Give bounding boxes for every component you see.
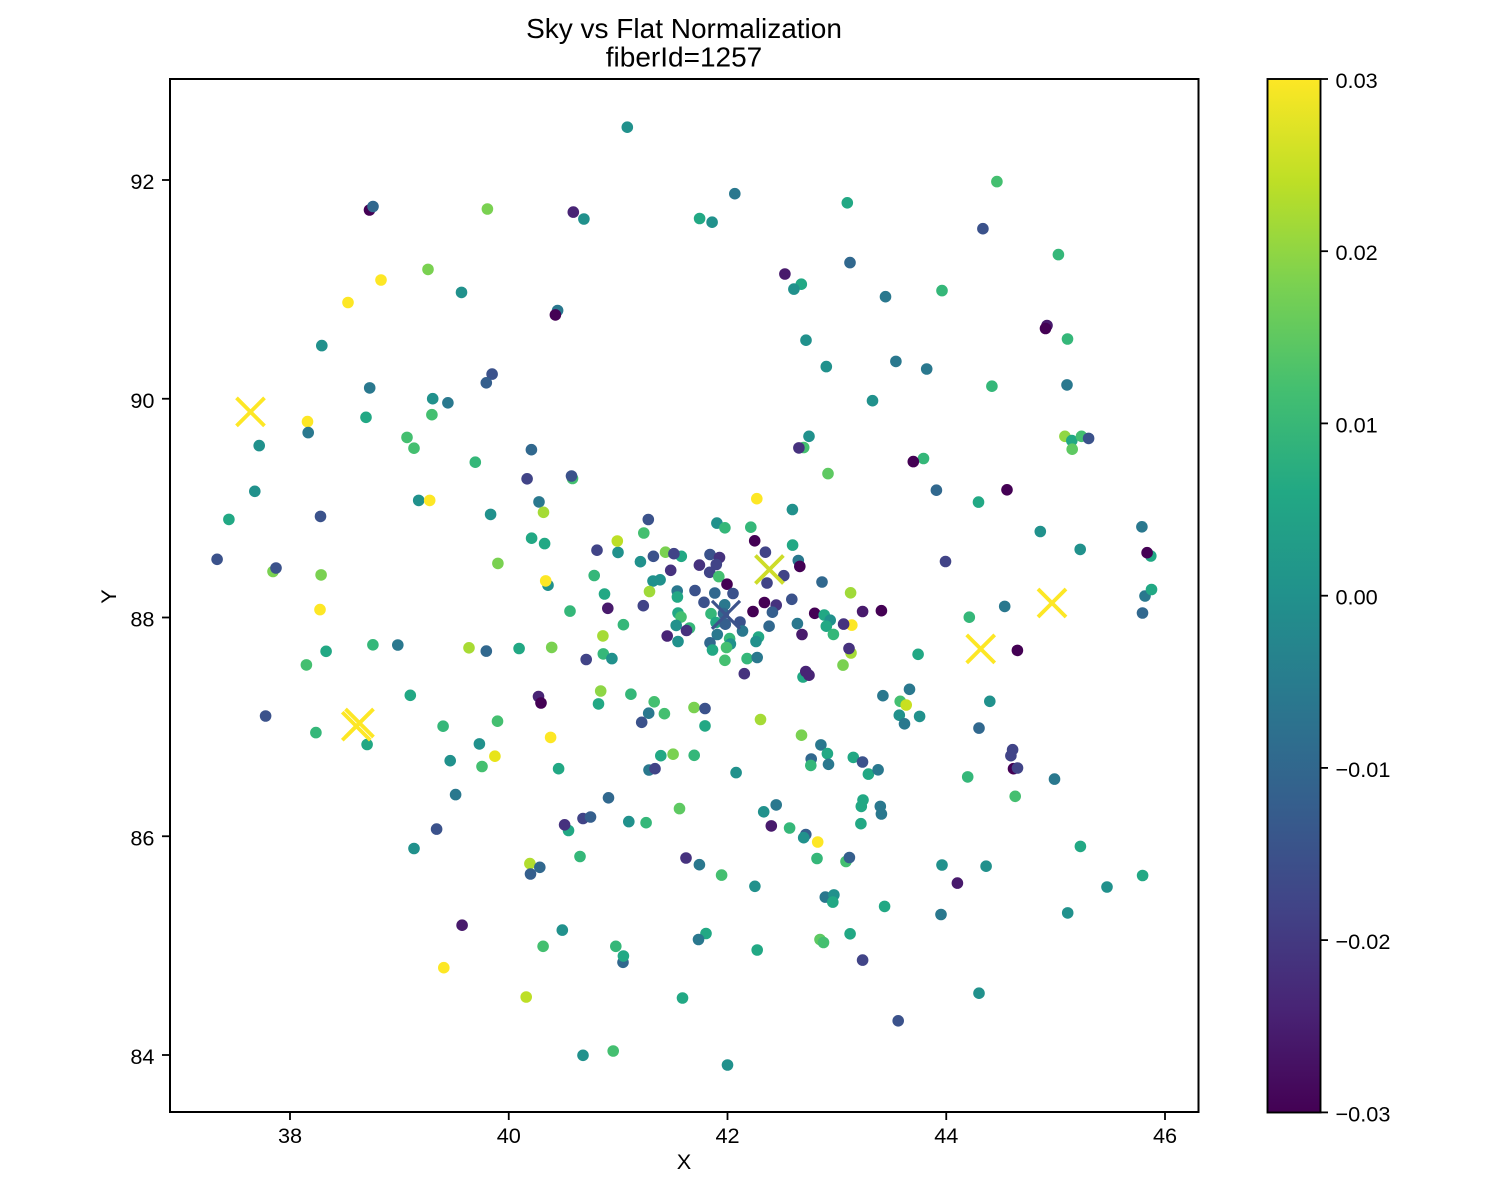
- svg-text:42: 42: [715, 1123, 739, 1148]
- svg-text:90: 90: [130, 388, 154, 413]
- svg-text:0.00: 0.00: [1336, 585, 1378, 610]
- svg-text:−0.01: −0.01: [1336, 757, 1391, 782]
- svg-text:44: 44: [934, 1123, 958, 1148]
- svg-text:40: 40: [497, 1123, 521, 1148]
- svg-text:86: 86: [130, 825, 154, 850]
- svg-text:0.03: 0.03: [1336, 68, 1378, 93]
- svg-text:38: 38: [278, 1123, 302, 1148]
- svg-text:88: 88: [130, 607, 154, 632]
- svg-text:0.02: 0.02: [1336, 240, 1378, 265]
- svg-text:X: X: [677, 1149, 692, 1174]
- svg-text:−0.02: −0.02: [1336, 929, 1391, 954]
- svg-text:Sky vs Flat Normalization: Sky vs Flat Normalization: [526, 13, 842, 44]
- svg-text:−0.03: −0.03: [1336, 1101, 1391, 1126]
- svg-text:Y: Y: [96, 589, 121, 603]
- svg-text:0.01: 0.01: [1336, 412, 1378, 437]
- svg-text:fiberId=1257: fiberId=1257: [606, 42, 762, 73]
- svg-text:84: 84: [130, 1044, 154, 1069]
- svg-text:92: 92: [130, 169, 154, 194]
- svg-text:46: 46: [1153, 1123, 1177, 1148]
